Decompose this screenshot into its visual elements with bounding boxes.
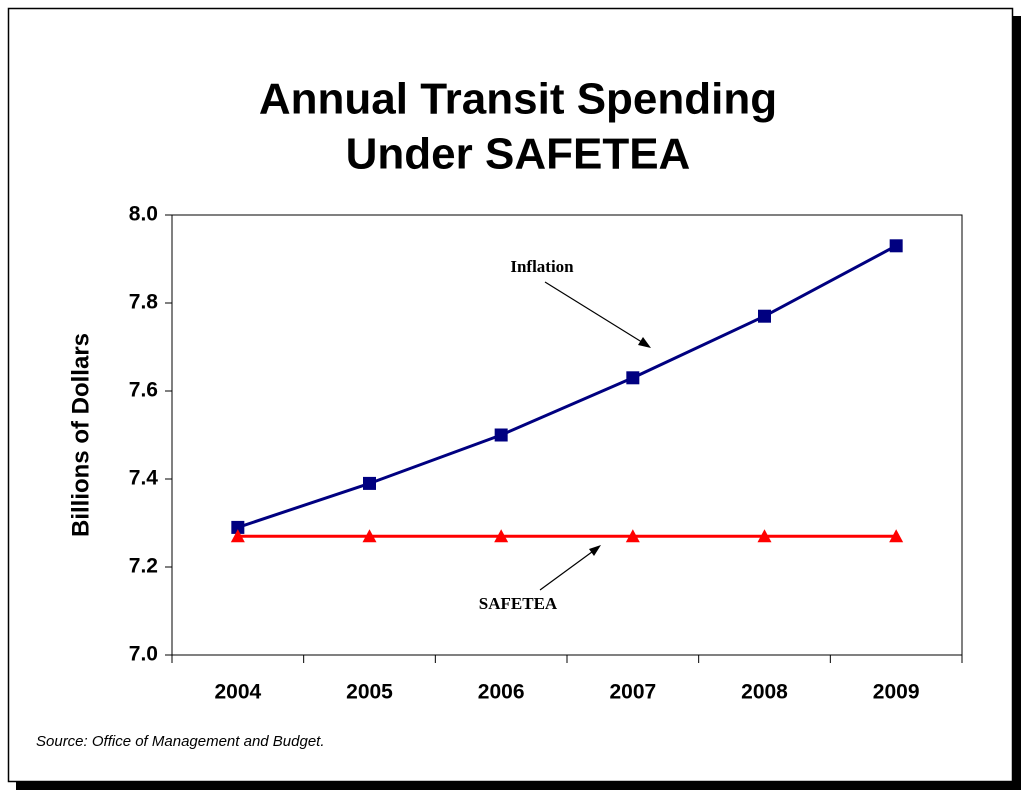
marker	[363, 476, 376, 490]
y-tick-label: 7.2	[129, 555, 158, 578]
marker	[626, 371, 640, 385]
y-tick-label: 7.4	[129, 467, 159, 490]
series-line	[237, 244, 897, 529]
chart-subtitle: Under SAFETEA	[346, 130, 691, 179]
marker	[757, 529, 772, 543]
frame-shadow	[16, 781, 1021, 790]
annotation-arrows	[539, 281, 651, 591]
y-tick-label: 8.0	[129, 203, 158, 226]
x-tick-label: 2005	[346, 681, 393, 704]
series-annotation: Inflation	[510, 257, 574, 276]
x-tick-label: 2006	[478, 681, 525, 704]
series-annotation: SAFETEA	[479, 594, 558, 613]
y-tick-label: 7.8	[129, 291, 159, 314]
frame	[7, 7, 1014, 783]
y-tick-label: 7.6	[129, 379, 158, 402]
marker	[362, 529, 377, 543]
frame-shadow	[1012, 16, 1021, 790]
marker	[758, 309, 771, 323]
y-tick-label: 7.0	[129, 643, 158, 666]
marker	[230, 529, 245, 543]
y-axis-label: Billions of Dollars	[67, 333, 94, 537]
marker	[625, 529, 640, 543]
source-note: Source: Office of Management and Budget.	[36, 733, 325, 750]
x-tick-label: 2008	[741, 681, 788, 704]
marker	[494, 428, 508, 442]
chart-title: Annual Transit Spending	[259, 75, 777, 124]
marker	[231, 520, 245, 534]
marker	[889, 529, 904, 543]
marker	[494, 529, 509, 543]
x-tick-label: 2009	[873, 681, 920, 704]
x-tick-label: 2007	[609, 681, 656, 704]
marker	[889, 239, 903, 253]
x-tick-label: 2004	[214, 681, 261, 704]
